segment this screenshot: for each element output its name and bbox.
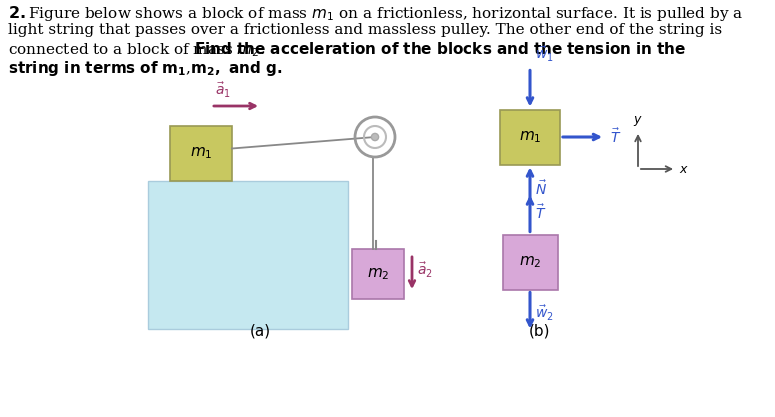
Text: $m_2$: $m_2$ (367, 266, 389, 282)
Text: connected to a block of mass $m_2$.: connected to a block of mass $m_2$. (8, 41, 266, 59)
Text: $m_2$: $m_2$ (518, 254, 541, 270)
Text: $y$: $y$ (633, 114, 643, 128)
Text: $\vec{w}_1$: $\vec{w}_1$ (535, 45, 554, 63)
Bar (170, 126, 232, 181)
Text: Figure below shows a block of mass $m_1$ on a frictionless, horizontal surface. : Figure below shows a block of mass $m_1$… (28, 5, 743, 23)
Bar (500, 110, 560, 164)
Bar (352, 249, 404, 299)
Text: $m_1$: $m_1$ (190, 146, 212, 161)
Text: $\vec{T}$: $\vec{T}$ (610, 128, 622, 146)
Text: $m_1$: $m_1$ (518, 129, 541, 145)
Text: (b): (b) (529, 324, 551, 339)
Text: $x$: $x$ (679, 163, 689, 176)
Text: $\vec{T}$: $\vec{T}$ (535, 203, 546, 222)
Text: $\vec{N}$: $\vec{N}$ (535, 179, 547, 198)
Text: $\vec{w}_2$: $\vec{w}_2$ (535, 304, 553, 323)
Text: $\mathbf{string\ in\ terms\ of}$ $\mathit{\mathbf{m_1}}$,$\mathit{\mathbf{m_2}}$: $\mathbf{string\ in\ terms\ of}$ $\mathi… (8, 59, 282, 78)
Bar (502, 234, 557, 289)
Text: light string that passes over a frictionless and massless pulley. The other end : light string that passes over a friction… (8, 23, 722, 37)
Text: $\vec{a}_1$: $\vec{a}_1$ (215, 81, 231, 100)
Text: (a): (a) (250, 324, 270, 339)
Text: $\mathbf{2.}$: $\mathbf{2.}$ (8, 5, 26, 21)
Text: $\mathbf{Find\ the\ acceleration\ of\ the\ blocks\ and\ the\ tension\ in\ the}$: $\mathbf{Find\ the\ acceleration\ of\ th… (194, 41, 687, 57)
Bar (148, 181, 348, 329)
Text: $\vec{a}_2$: $\vec{a}_2$ (417, 261, 433, 279)
Circle shape (371, 133, 379, 141)
